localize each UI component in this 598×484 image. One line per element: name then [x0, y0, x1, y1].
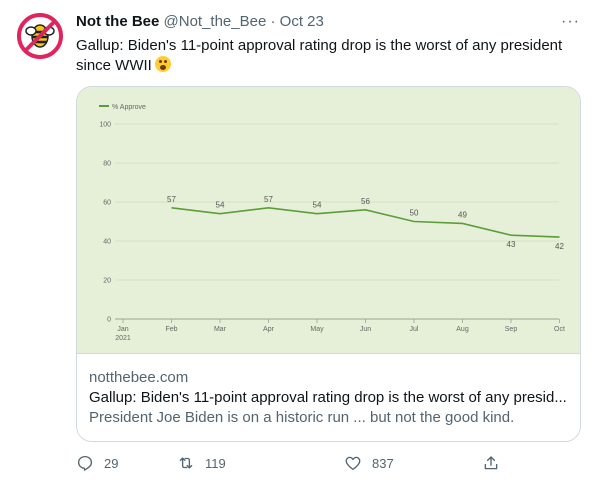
data-label: 54	[313, 201, 322, 210]
share-icon	[484, 456, 498, 470]
card-meta[interactable]: notthebee.com Gallup: Biden's 11-point a…	[77, 353, 580, 441]
x-sub-label: 2021	[115, 335, 131, 342]
y-tick-label: 100	[99, 122, 111, 129]
tweet-header: Not the Bee @Not_the_Bee · Oct 23	[76, 12, 582, 32]
x-tick-label: Jul	[410, 326, 419, 333]
share-button[interactable]	[482, 450, 510, 476]
tweet-text: Gallup: Biden's 11-point approval rating…	[76, 36, 576, 76]
y-tick-label: 20	[103, 278, 111, 285]
legend-label: % Approve	[112, 104, 146, 111]
card-image-chart: % Approve 0 20 40 60 80 100 Jan Feb Mar Apr May Jun J…	[77, 87, 580, 353]
data-label: 42	[555, 242, 564, 251]
retweet-button[interactable]: 119	[177, 450, 226, 476]
y-tick-label: 60	[103, 200, 111, 207]
data-label: 54	[216, 201, 225, 210]
data-label: 43	[507, 240, 516, 249]
separator: ·	[270, 13, 276, 30]
more-options-icon[interactable]: ···	[561, 13, 580, 30]
x-tick-label: Feb	[165, 326, 177, 333]
series-line-approve	[171, 207, 560, 238]
data-label: 50	[410, 209, 419, 218]
y-tick-label: 40	[103, 239, 111, 246]
reply-button[interactable]: 29	[76, 450, 118, 476]
data-label: 49	[458, 210, 467, 219]
link-card[interactable]: % Approve 0 20 40 60 80 100 Jan Feb Mar Apr May Jun J…	[76, 86, 581, 442]
x-tick-label: Jun	[360, 326, 371, 333]
like-button[interactable]: 837	[344, 450, 394, 476]
y-tick-label: 0	[107, 317, 111, 324]
x-tick-label: Oct	[554, 326, 565, 333]
x-tick-label: Jan	[117, 326, 128, 333]
author-handle[interactable]: @Not_the_Bee	[163, 13, 267, 30]
card-title[interactable]: Gallup: Biden's 11-point approval rating…	[89, 389, 567, 406]
y-tick-label: 80	[103, 161, 111, 168]
tweet-date[interactable]: Oct 23	[279, 13, 324, 30]
x-tick-label: Aug	[456, 326, 469, 333]
heart-icon	[345, 456, 361, 471]
tweet-body: Gallup: Biden's 11-point approval rating…	[76, 37, 563, 74]
reply-icon	[77, 455, 93, 471]
card-description: President Joe Biden is on a historic run…	[89, 409, 515, 426]
not-the-bee-logo-icon	[17, 13, 63, 59]
tweet-actions: 29 119 837	[76, 450, 506, 476]
x-tick-label: May	[310, 326, 324, 333]
x-tick-label: Mar	[214, 326, 227, 333]
x-tick-label: Sep	[505, 326, 518, 333]
data-label: 57	[167, 195, 176, 204]
reply-count: 29	[104, 455, 119, 471]
data-label: 56	[361, 197, 370, 206]
retweet-icon	[179, 457, 193, 469]
astonished-face-emoji-icon	[154, 56, 171, 72]
data-label: 57	[264, 195, 273, 204]
x-tick-label: Apr	[263, 326, 275, 333]
avatar[interactable]	[16, 12, 64, 60]
approval-line-chart: % Approve 0 20 40 60 80 100 Jan Feb Mar Apr May Jun J…	[99, 104, 565, 342]
author-name[interactable]: Not the Bee	[76, 13, 160, 30]
like-count: 837	[372, 455, 394, 471]
card-domain[interactable]: notthebee.com	[89, 369, 189, 386]
retweet-count: 119	[205, 455, 226, 471]
